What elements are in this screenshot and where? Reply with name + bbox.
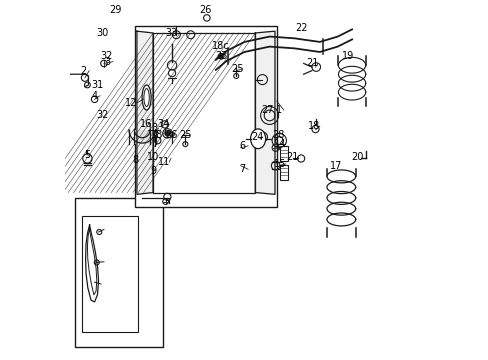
Polygon shape xyxy=(137,31,153,194)
Ellipse shape xyxy=(143,89,149,107)
Text: 6: 6 xyxy=(239,141,245,151)
Text: 21: 21 xyxy=(306,58,318,68)
Circle shape xyxy=(219,54,223,58)
Text: 18c: 18c xyxy=(212,41,229,50)
Text: 5: 5 xyxy=(84,150,90,160)
Bar xyxy=(134,130,150,144)
Text: 30: 30 xyxy=(97,28,109,38)
Bar xyxy=(279,146,287,161)
Text: 18: 18 xyxy=(150,130,163,140)
Text: 27: 27 xyxy=(261,105,273,115)
Circle shape xyxy=(164,131,169,136)
Text: 4: 4 xyxy=(91,91,98,101)
Text: 2: 2 xyxy=(81,66,87,76)
Text: 26: 26 xyxy=(164,130,177,140)
Text: 20: 20 xyxy=(350,152,363,162)
Text: 9: 9 xyxy=(150,166,156,176)
Text: 33: 33 xyxy=(164,28,177,38)
Polygon shape xyxy=(255,31,274,194)
Text: 29: 29 xyxy=(109,5,122,15)
Text: 22: 22 xyxy=(295,23,307,33)
Text: 16: 16 xyxy=(140,120,152,129)
Text: 11: 11 xyxy=(157,157,170,167)
Ellipse shape xyxy=(142,85,151,110)
Text: 25: 25 xyxy=(231,64,243,74)
Bar xyxy=(135,26,276,207)
Text: 17: 17 xyxy=(329,161,342,171)
Ellipse shape xyxy=(250,129,265,149)
Text: 34: 34 xyxy=(157,120,170,129)
Text: 12: 12 xyxy=(125,98,138,108)
Text: 13: 13 xyxy=(146,123,159,133)
Bar xyxy=(279,165,287,180)
Text: 26: 26 xyxy=(199,5,211,15)
Text: 19: 19 xyxy=(342,51,354,61)
Text: 8: 8 xyxy=(132,155,138,165)
Text: 10: 10 xyxy=(146,152,159,162)
Bar xyxy=(82,216,138,332)
Text: 32: 32 xyxy=(97,111,109,121)
Text: 1: 1 xyxy=(275,105,281,115)
Text: 25: 25 xyxy=(179,130,191,140)
Bar xyxy=(153,33,255,193)
Text: 23: 23 xyxy=(215,51,227,61)
Text: 32: 32 xyxy=(100,51,112,61)
Text: 24: 24 xyxy=(250,132,263,142)
Text: 7: 7 xyxy=(239,164,245,174)
Text: 3: 3 xyxy=(104,57,110,67)
Text: 21: 21 xyxy=(286,152,299,162)
Bar xyxy=(75,198,163,347)
Text: 31: 31 xyxy=(91,80,103,90)
Text: 18: 18 xyxy=(307,121,320,131)
Text: 28: 28 xyxy=(272,130,284,140)
Text: 14: 14 xyxy=(274,139,286,149)
Text: 15: 15 xyxy=(274,159,286,169)
